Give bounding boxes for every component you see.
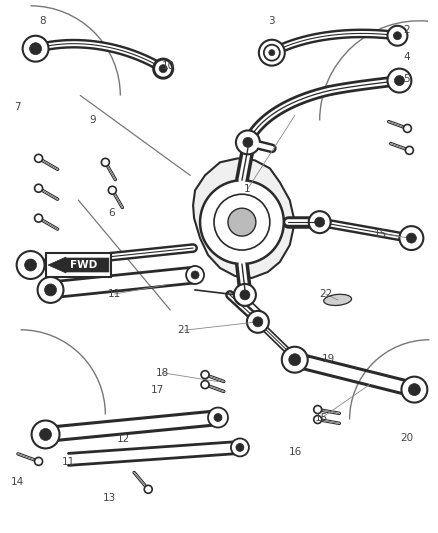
Circle shape	[39, 429, 52, 440]
Circle shape	[201, 370, 209, 378]
Circle shape	[399, 226, 424, 250]
Circle shape	[314, 217, 325, 227]
Circle shape	[186, 266, 204, 284]
Circle shape	[388, 69, 411, 93]
Circle shape	[35, 214, 42, 222]
Circle shape	[25, 259, 37, 271]
Circle shape	[17, 251, 45, 279]
Circle shape	[208, 408, 228, 427]
Circle shape	[144, 486, 152, 493]
Circle shape	[406, 233, 417, 243]
Text: 11: 11	[108, 289, 121, 299]
Circle shape	[395, 76, 404, 86]
Circle shape	[45, 284, 57, 296]
Text: 17: 17	[151, 385, 165, 395]
Circle shape	[314, 406, 321, 414]
Text: 5: 5	[403, 75, 410, 84]
Text: 15: 15	[374, 229, 387, 239]
Circle shape	[201, 381, 209, 389]
Circle shape	[234, 284, 256, 306]
Circle shape	[289, 354, 301, 366]
Text: 9: 9	[89, 115, 95, 125]
Circle shape	[236, 131, 260, 155]
Circle shape	[32, 421, 60, 448]
Circle shape	[309, 211, 331, 233]
Circle shape	[243, 138, 253, 148]
Circle shape	[159, 64, 167, 72]
Circle shape	[231, 439, 249, 456]
Text: 22: 22	[319, 289, 332, 299]
Text: 20: 20	[400, 433, 413, 442]
Polygon shape	[48, 257, 109, 273]
Circle shape	[38, 277, 64, 303]
Text: 21: 21	[177, 325, 191, 335]
Circle shape	[247, 311, 269, 333]
Text: 11: 11	[62, 457, 75, 467]
Circle shape	[253, 317, 263, 327]
Text: 4: 4	[403, 52, 410, 62]
Text: 6: 6	[109, 208, 115, 219]
Polygon shape	[193, 158, 295, 278]
Ellipse shape	[324, 294, 352, 305]
Circle shape	[214, 414, 222, 422]
Circle shape	[266, 47, 278, 59]
Circle shape	[30, 43, 42, 55]
Text: 15: 15	[315, 413, 328, 423]
Text: 2: 2	[403, 25, 410, 35]
Circle shape	[101, 158, 110, 166]
Circle shape	[403, 124, 411, 132]
Circle shape	[228, 208, 256, 236]
Text: 18: 18	[155, 368, 169, 378]
Circle shape	[23, 36, 49, 62]
Circle shape	[35, 457, 42, 465]
Circle shape	[269, 50, 275, 55]
Circle shape	[393, 32, 401, 40]
Circle shape	[35, 184, 42, 192]
Circle shape	[401, 377, 427, 402]
Circle shape	[35, 155, 42, 163]
Text: 14: 14	[11, 477, 24, 487]
Text: 16: 16	[289, 448, 302, 457]
Text: 12: 12	[117, 434, 130, 444]
Circle shape	[259, 40, 285, 66]
Circle shape	[240, 290, 250, 300]
Text: 3: 3	[268, 16, 275, 26]
FancyBboxPatch shape	[46, 253, 111, 277]
Text: 1: 1	[244, 184, 251, 195]
Text: 19: 19	[321, 354, 335, 365]
Circle shape	[282, 347, 308, 373]
Circle shape	[236, 443, 244, 451]
Circle shape	[159, 64, 167, 72]
Text: 13: 13	[102, 492, 116, 503]
Circle shape	[388, 26, 407, 46]
Text: 7: 7	[14, 102, 21, 112]
Circle shape	[406, 147, 413, 155]
Text: FWD: FWD	[70, 260, 97, 270]
Circle shape	[200, 180, 284, 264]
Circle shape	[191, 271, 199, 279]
Circle shape	[154, 60, 172, 78]
Circle shape	[153, 59, 173, 78]
Text: 10: 10	[162, 61, 175, 71]
Circle shape	[408, 384, 420, 395]
Text: 8: 8	[39, 16, 46, 26]
Circle shape	[264, 45, 280, 61]
Circle shape	[314, 416, 321, 424]
Circle shape	[108, 186, 117, 194]
